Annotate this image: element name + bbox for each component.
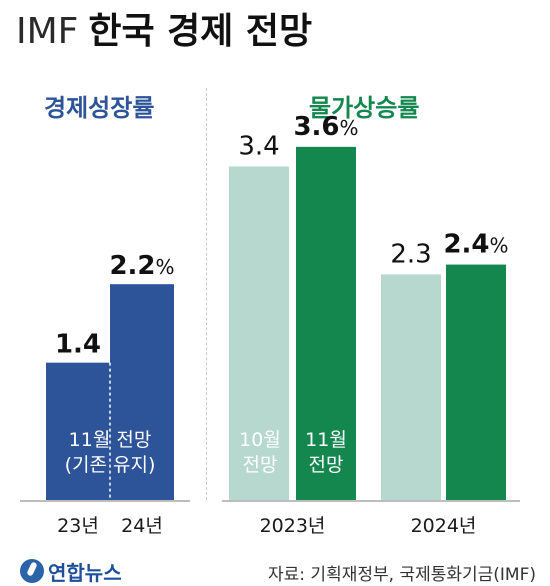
source-text: 자료: 기획재정부, 국제통화기금(IMF) <box>268 565 536 585</box>
inflation-nov-label-line-2: 전망 <box>308 454 344 476</box>
inflation-nov-series-label: 11월 전망 <box>296 428 356 478</box>
growth-bar-note: 11월 전망 (기존 유지) <box>46 428 174 478</box>
inflation-bar-2023년-0 <box>229 166 289 500</box>
growth-value-label-0: 1.4 <box>55 330 101 360</box>
inflation-value-label-1-1: 2.4% <box>443 230 508 260</box>
inflation-oct-label-line-2: 전망 <box>242 454 278 476</box>
title-prefix: IMF <box>16 11 79 52</box>
growth-note-line-1: 11월 전망 <box>68 429 152 451</box>
inflation-value-label-0-0: 3.4 <box>238 131 279 161</box>
inflation-bar-2024년-1 <box>446 264 506 500</box>
inflation-value-label-1-0: 2.3 <box>390 239 431 269</box>
growth-note-line-2: (기존 유지) <box>64 454 156 476</box>
inflation-nov-label-line-1: 11월 <box>305 429 347 451</box>
yonhap-logo: 연합뉴스 <box>20 556 122 586</box>
inflation-bar-2023년-1 <box>296 146 356 500</box>
inflation-bar-2024년-0 <box>381 274 441 500</box>
inflation-value-label-0-1: 3.6% <box>293 112 358 142</box>
inflation-section-title: 물가상승률 <box>309 94 420 122</box>
growth-bar-23년 <box>46 362 110 500</box>
logo-icon <box>20 559 44 583</box>
logo-text: 연합뉴스 <box>48 560 122 585</box>
growth-bar-24년 <box>110 284 174 500</box>
inflation-oct-label-line-1: 10월 <box>239 429 281 451</box>
growth-x-tick-1: 24년 <box>121 515 163 537</box>
inflation-oct-series-label: 10월 전망 <box>229 428 291 478</box>
growth-value-label-1: 2.2% <box>109 251 174 281</box>
page-title: IMF 한국 경제 전망 <box>16 10 312 54</box>
growth-section-title: 경제성장률 <box>44 94 155 122</box>
inflation-x-tick-0: 2023년 <box>260 515 326 537</box>
growth-x-tick-0: 23년 <box>57 515 99 537</box>
title-main: 한국 경제 전망 <box>88 11 313 52</box>
inflation-x-tick-1: 2024년 <box>411 515 477 537</box>
section-divider <box>206 88 207 500</box>
